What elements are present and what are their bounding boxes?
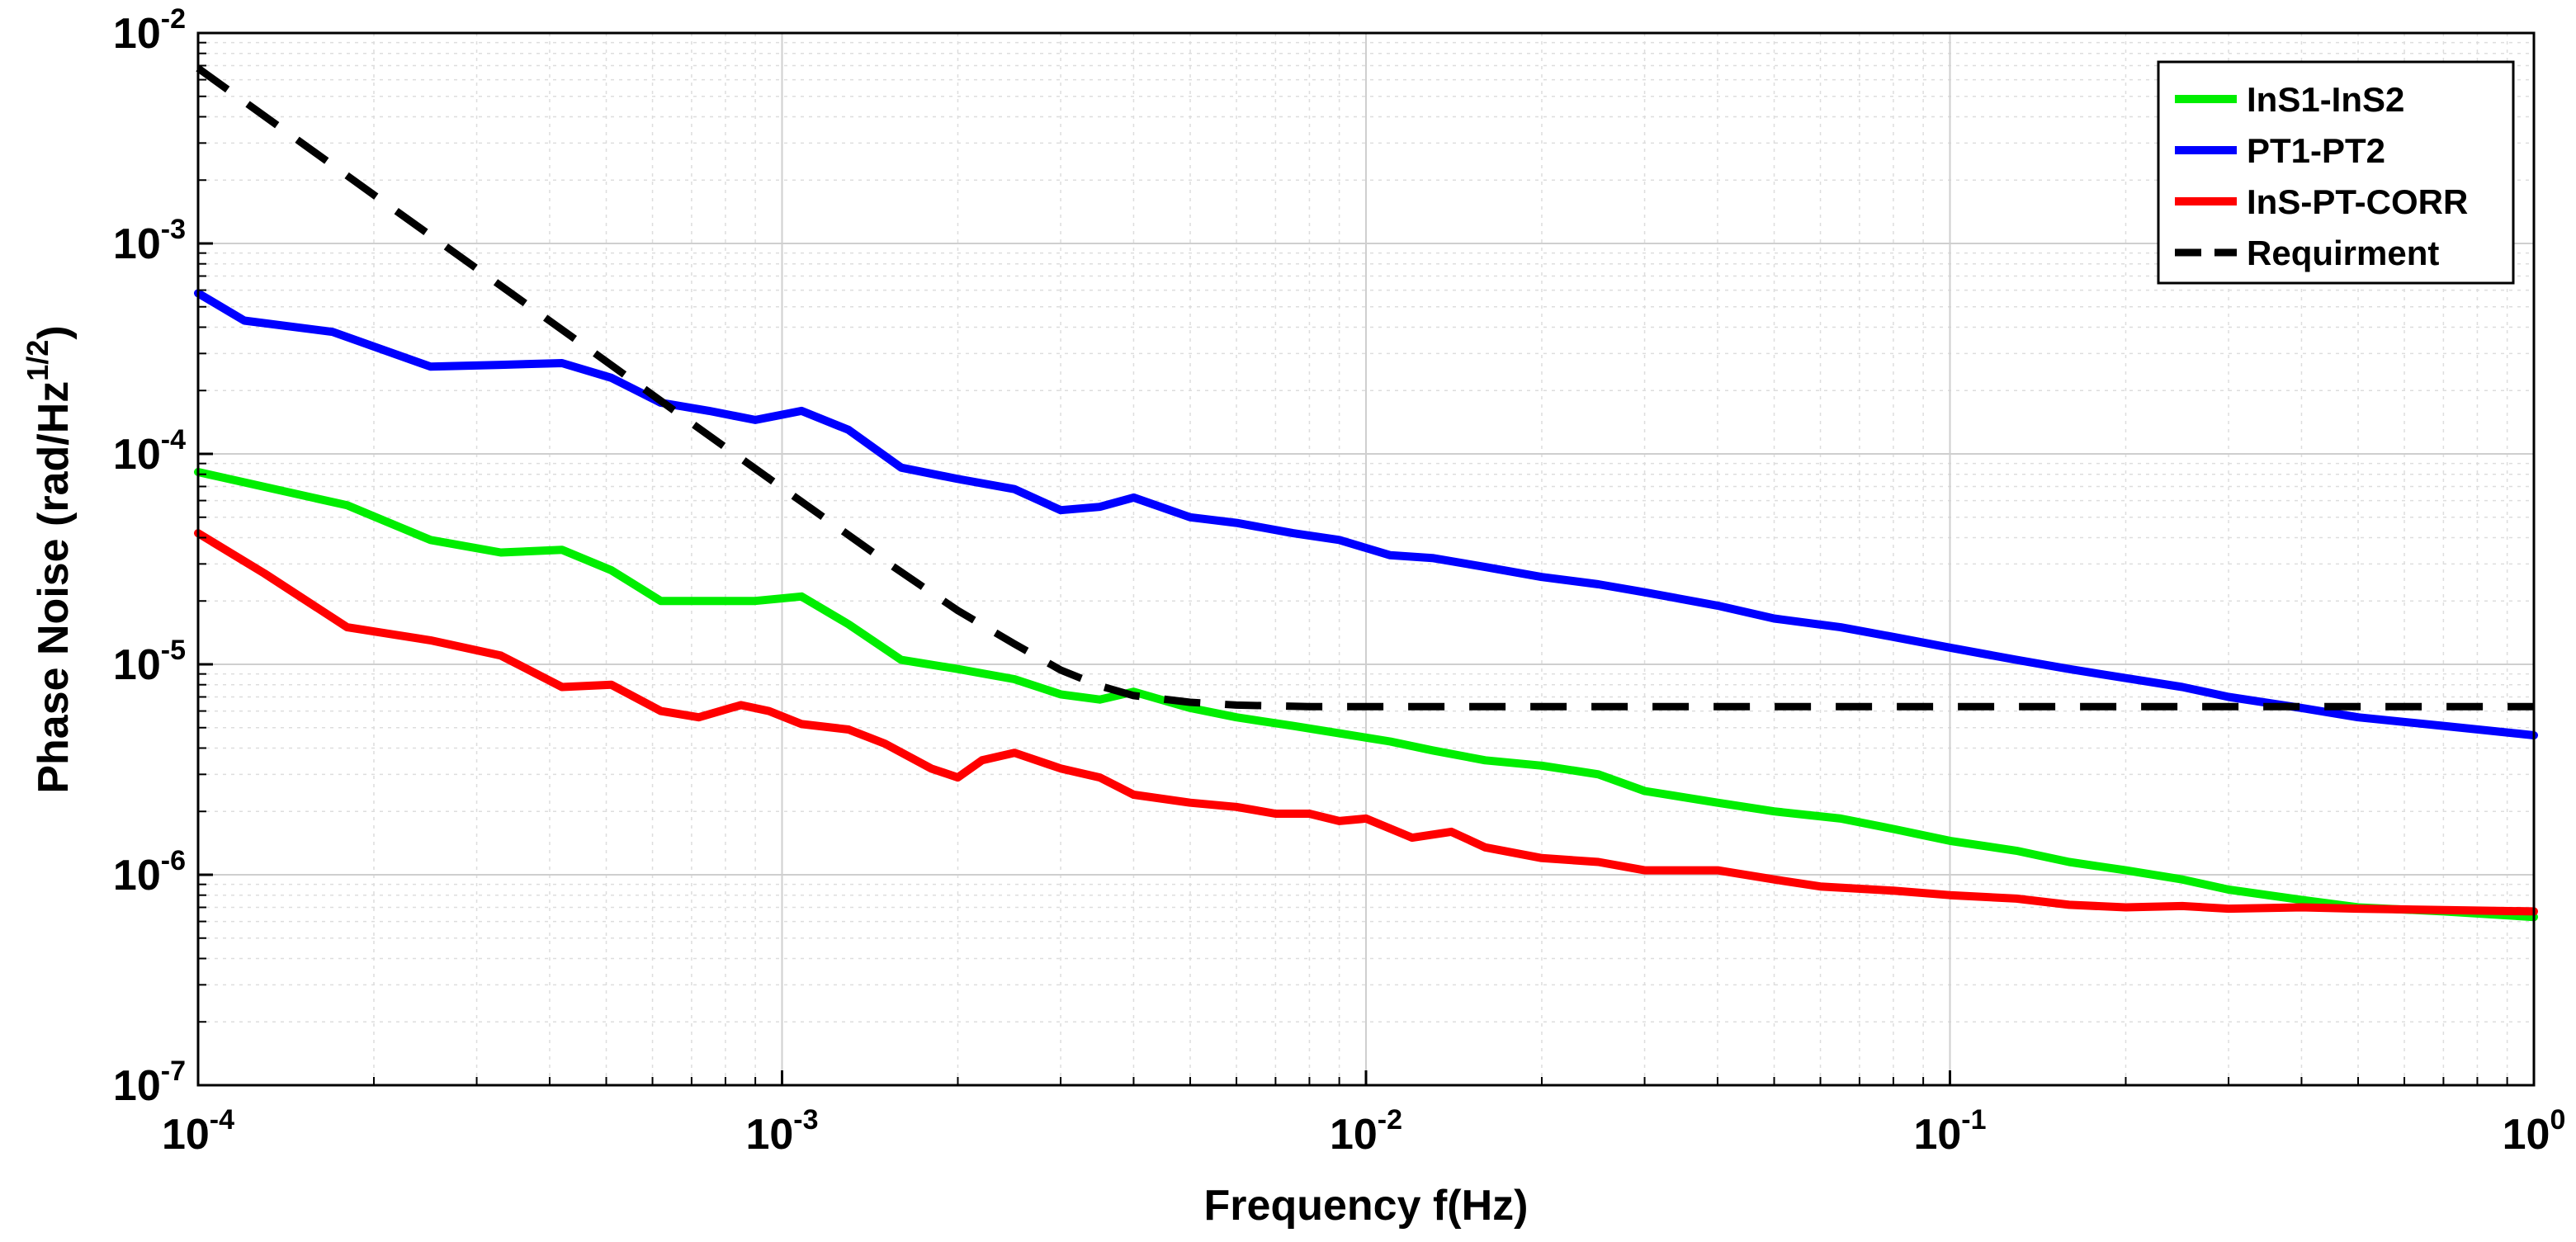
series-layer — [194, 65, 2538, 922]
y-tick-base: 10 — [113, 1062, 161, 1110]
tick-marks — [196, 31, 2536, 1087]
x-tick-label: 10-3 — [745, 1104, 818, 1159]
y-tick-exponent: -2 — [161, 3, 186, 35]
y-axis-label-superscript: 1/2 — [21, 340, 54, 381]
y-tick-label: 10-2 — [113, 3, 186, 58]
x-tick-exponent: -2 — [1378, 1104, 1402, 1136]
x-axis-label: Frequency f(Hz) — [1204, 1182, 1529, 1230]
y-tick-label: 10-5 — [113, 635, 186, 689]
x-tick-exponent: -4 — [210, 1104, 234, 1136]
y-tick-label: 10-4 — [113, 424, 186, 479]
x-tick-exponent: -1 — [1961, 1104, 1986, 1136]
y-tick-exponent: -5 — [161, 635, 186, 666]
y-tick-base: 10 — [113, 10, 161, 58]
x-tick-labels: 10-4 10-3 10-2 10-1 100 — [162, 1104, 2565, 1159]
y-axis-label: Phase Noise (rad/Hz1/2) — [21, 325, 78, 793]
legend-entries: InS1-InS2 PT1-PT2 InS-PT-CORR Requirment — [2175, 80, 2468, 272]
y-tick-base: 10 — [113, 641, 161, 689]
y-tick-base: 10 — [113, 852, 161, 900]
y-tick-exponent: -7 — [161, 1055, 186, 1087]
y-tick-label: 10-6 — [113, 845, 186, 900]
x-tick-base: 10 — [745, 1111, 793, 1159]
series-line-requirment — [196, 65, 2534, 711]
y-tick-exponent: -6 — [161, 845, 186, 876]
y-tick-exponent: -4 — [161, 424, 186, 456]
series-line-ins1-ins2 — [194, 468, 2538, 922]
x-tick-base: 10 — [2503, 1111, 2550, 1159]
y-axis-label-main: Phase Noise (rad/Hz — [30, 381, 78, 794]
y-tick-label: 10-3 — [113, 214, 186, 268]
x-tick-label: 100 — [2503, 1104, 2566, 1159]
x-tick-base: 10 — [1330, 1111, 1378, 1159]
y-tick-base: 10 — [113, 431, 161, 479]
legend-label-ins1-ins2: InS1-InS2 — [2247, 80, 2404, 119]
legend-label-ins-pt-corr: InS-PT-CORR — [2247, 182, 2468, 221]
legend: InS1-InS2 PT1-PT2 InS-PT-CORR Requirment — [2157, 60, 2515, 285]
y-axis-label-close: ) — [30, 325, 78, 339]
legend-label-requirment: Requirment — [2247, 234, 2439, 272]
x-tick-exponent: 0 — [2550, 1104, 2565, 1136]
x-tick-exponent: -3 — [793, 1104, 818, 1136]
x-tick-label: 10-2 — [1330, 1104, 1402, 1159]
legend-label-pt1-pt2: PT1-PT2 — [2247, 131, 2385, 170]
series-line-ins-pt-corr — [194, 529, 2538, 916]
x-tick-label: 10-1 — [1913, 1104, 1986, 1159]
x-tick-base: 10 — [162, 1111, 210, 1159]
y-tick-exponent: -3 — [161, 214, 186, 245]
x-tick-base: 10 — [1913, 1111, 1961, 1159]
y-tick-label: 10-7 — [113, 1055, 186, 1110]
x-tick-label: 10-4 — [162, 1104, 234, 1159]
y-tick-labels: 10-710-610-510-410-310-2 — [113, 3, 186, 1110]
y-tick-base: 10 — [113, 220, 161, 268]
